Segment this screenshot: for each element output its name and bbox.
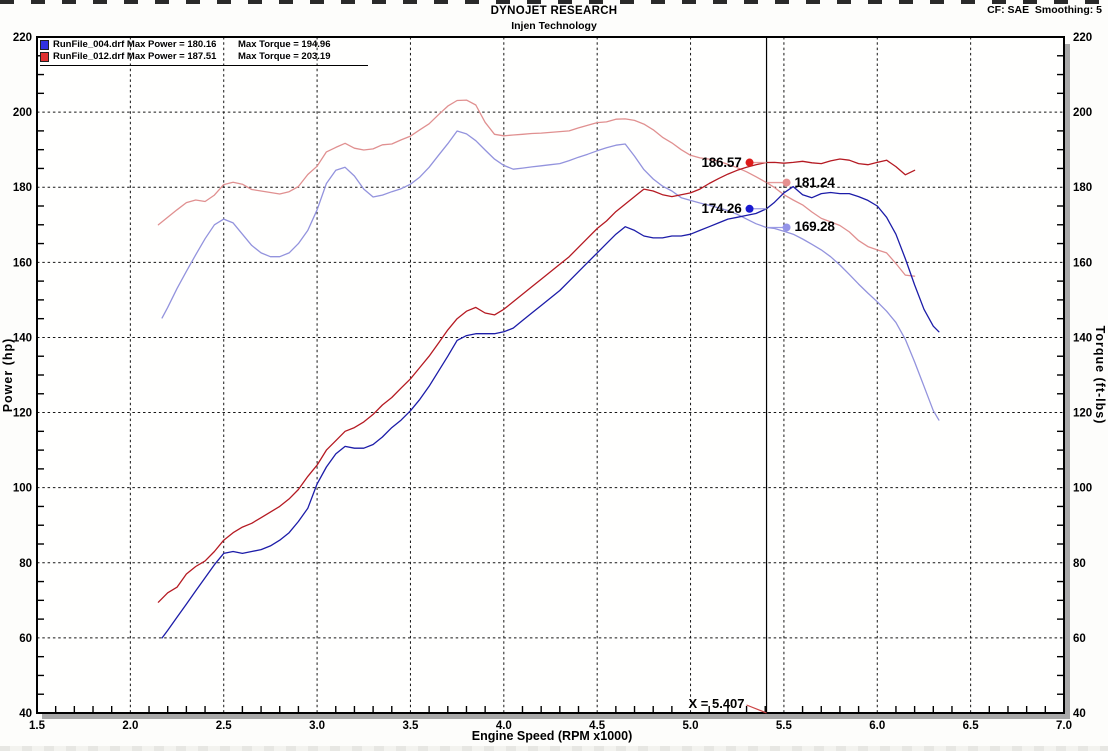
run012-file-and-max-power: RunFile_012.drf Max Power = 187.51 [53,51,217,62]
minor-ticks [37,55,1064,713]
svg-text:5.0: 5.0 [683,720,699,732]
svg-text:4.0: 4.0 [496,720,512,732]
curve-runfile-004-torque-ft-lbs- [161,130,940,421]
svg-text:6.5: 6.5 [963,720,980,732]
svg-text:4.5: 4.5 [589,720,606,732]
run012-color-chip [40,52,49,62]
svg-text:120: 120 [13,408,32,420]
marker-dot [745,204,754,213]
curve-runfile-012-power-hp- [157,158,916,603]
page-subtitle: Injen Technology [511,20,597,32]
cursor-value-torque-run004: 169.28 [794,219,835,235]
plot-background [37,37,1064,713]
run012-max-torque: Max Torque = 203.19 [238,51,331,62]
svg-text:160: 160 [1073,257,1092,269]
svg-text:180: 180 [1073,182,1092,194]
cursor-value-power-run004: 174.26 [701,200,742,216]
curve-runfile-012-torque-ft-lbs- [157,99,916,277]
page-title: DYNOJET RESEARCH [490,5,618,17]
svg-text:140: 140 [1073,332,1092,344]
x-axis-title: Engine Speed (RPM x1000) [471,729,633,743]
cursor-label-pointer [746,704,767,714]
cursor-x-readout[interactable]: X = 5.407 [688,696,745,711]
svg-text:80: 80 [1073,558,1086,570]
run004-file-and-max-power: RunFile_004.drf Max Power = 180.16 [53,39,217,50]
marker-dot [782,178,791,187]
svg-text:40: 40 [1073,708,1086,720]
svg-text:160: 160 [13,257,32,269]
svg-text:120: 120 [1073,408,1092,420]
svg-text:200: 200 [1073,107,1092,119]
run004-color-chip [40,40,49,50]
marker-dot [745,158,754,167]
grid-lines [37,37,1064,713]
svg-text:6.0: 6.0 [869,720,885,732]
legend-row-run004[interactable]: RunFile_004.drf Max Power = 180.16 Max T… [40,39,368,51]
svg-text:100: 100 [13,483,32,495]
y-axis-title-torque: Torque (ft-lbs) [1093,325,1107,425]
marker-dot [782,223,791,232]
svg-text:40: 40 [19,708,32,720]
svg-text:3.0: 3.0 [309,720,325,732]
svg-text:220: 220 [1073,32,1092,44]
run004-max-torque: Max Torque = 194.96 [238,39,331,50]
window-top-border [0,0,1108,4]
legend-row-run012[interactable]: RunFile_012.drf Max Power = 187.51 Max T… [40,51,368,63]
tick-labels: 1.5 2.0 2.5 3.0 3.5 4.0 4.5 5.0 5.5 6.0 6.5 7.040 40… [13,32,1092,732]
svg-text:7.0: 7.0 [1056,720,1072,732]
svg-text:2.0: 2.0 [122,720,138,732]
svg-text:60: 60 [19,633,32,645]
svg-text:80: 80 [19,558,32,570]
svg-text:220: 220 [13,32,32,44]
svg-text:200: 200 [13,107,32,119]
curve-runfile-004-power-hp- [161,185,940,639]
svg-text:60: 60 [1073,633,1086,645]
svg-text:5.5: 5.5 [776,720,793,732]
legend: RunFile_004.drf Max Power = 180.16 Max T… [40,39,368,66]
svg-text:100: 100 [1073,483,1092,495]
svg-text:1.5: 1.5 [29,720,46,732]
svg-text:180: 180 [13,182,32,194]
svg-text:2.5: 2.5 [216,720,233,732]
svg-text:3.5: 3.5 [402,720,419,732]
svg-text:140: 140 [13,332,32,344]
y-axis-title-power: Power (hp) [1,337,15,413]
correction-smoothing-note: CF: SAE Smoothing: 5 [987,4,1102,16]
plot-border [36,36,1065,714]
cursor-value-torque-run012: 181.24 [794,174,835,190]
window-bottom-border [0,746,1108,751]
cursor-value-power-run012: 186.57 [701,154,742,170]
plot-shadow [42,44,1070,719]
